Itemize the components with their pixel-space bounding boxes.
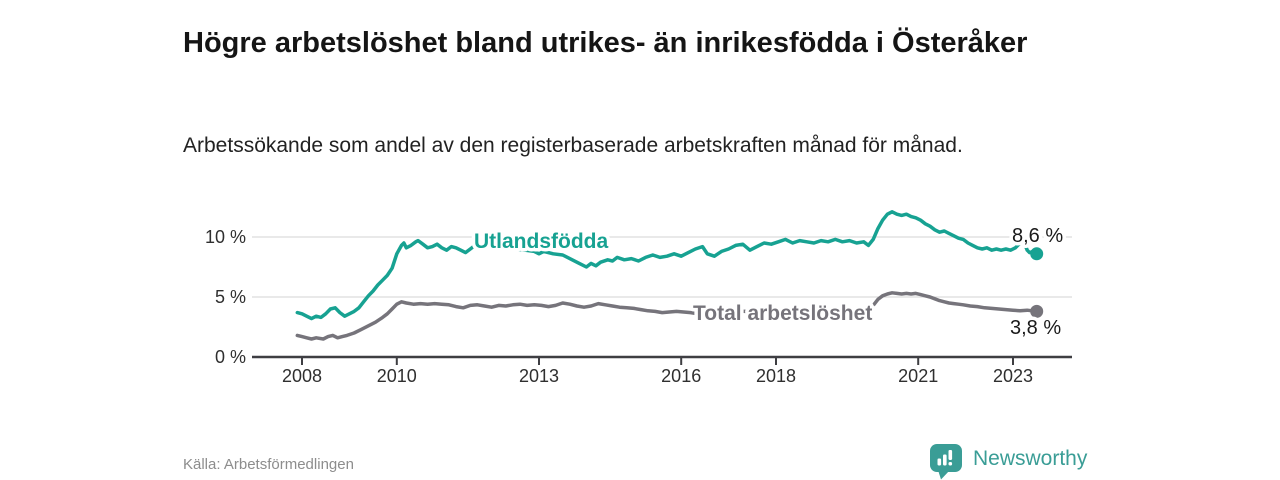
x-tick-label: 2023 [993, 366, 1033, 386]
x-tick-label: 2018 [756, 366, 796, 386]
x-tick-label: 2016 [661, 366, 701, 386]
series-label-utlandsfodda: Utlandsfödda [474, 230, 608, 253]
series-label-total: Total arbetslöshet [693, 302, 872, 325]
newsworthy-logo-text: Newsworthy [973, 447, 1088, 470]
y-tick-label: 5 % [215, 287, 246, 307]
newsworthy-logo: Newsworthy [929, 443, 1087, 480]
newsworthy-logo-icon [929, 443, 964, 480]
end-value-label-total: 3,8 % [1010, 317, 1061, 339]
x-tick-label: 2013 [519, 366, 559, 386]
series-line-utlandsfodda [295, 210, 1039, 321]
x-tick-label: 2021 [898, 366, 938, 386]
source-text: Källa: Arbetsförmedlingen [183, 456, 354, 473]
series-line-total [295, 291, 1039, 341]
y-tick-label: 0 % [215, 347, 246, 367]
end-dot-utlandsfodda [1030, 247, 1044, 261]
end-value-label-utlandsfodda: 8,6 % [1012, 225, 1063, 247]
page-subtitle: Arbetssökande som andel av den registerb… [183, 134, 963, 157]
end-dot-total [1030, 304, 1044, 318]
y-tick-label: 10 % [205, 227, 246, 247]
page-title: Högre arbetslöshet bland utrikes- än inr… [183, 27, 1028, 60]
x-tick-label: 2008 [282, 366, 322, 386]
x-tick-label: 2010 [377, 366, 417, 386]
